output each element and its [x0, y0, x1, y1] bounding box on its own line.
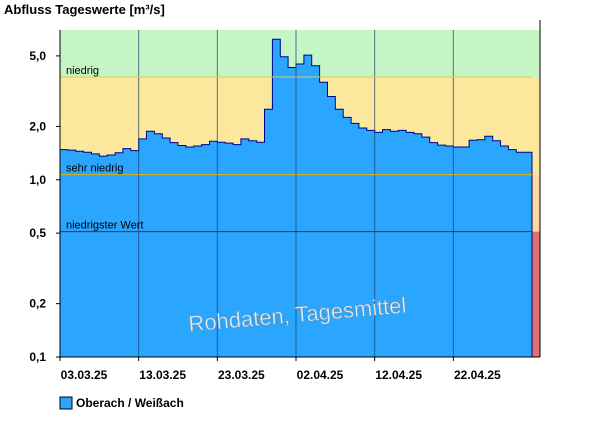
strip-segment-3 [532, 231, 540, 357]
y-tick-label-0: 0,1 [29, 350, 46, 364]
x-tick-label-2: 23.03.25 [218, 368, 265, 382]
y-tick-label-4: 2,0 [29, 119, 46, 133]
legend: Oberach / Weißach [59, 396, 184, 410]
legend-label: Oberach / Weißach [76, 396, 184, 410]
strip-segment-2 [532, 174, 540, 232]
right-color-strip [532, 30, 540, 357]
y-tick-label-3: 1,0 [29, 173, 46, 187]
x-tick-label-1: 13.03.25 [139, 368, 186, 382]
legend-swatch [59, 396, 73, 410]
x-tick-labels: 03.03.25 13.03.25 23.03.25 02.04.25 12.04.25… [59, 357, 501, 382]
x-tick-label-0: 03.03.25 [61, 368, 108, 382]
x-tick-label-3: 02.04.25 [297, 368, 344, 382]
x-tick-label-4: 12.04.25 [375, 368, 422, 382]
vertical-gridlines [138, 30, 454, 357]
threshold-lines [60, 76, 532, 233]
threshold-label-1: sehr niedrig [66, 163, 123, 175]
y-tick-label-5: 5,0 [29, 49, 46, 63]
y-tick-label-1: 0,2 [29, 297, 46, 311]
x-tick-label-5: 22.04.25 [454, 368, 501, 382]
threshold-label-0: niedrig [66, 65, 99, 77]
y-tick-labels: 0,1 0,2 0,5 1,0 2,0 5,0 [29, 49, 60, 364]
strip-segment-0 [532, 30, 540, 78]
threshold-labels: niedrig sehr niedrig niedrigster Wert [66, 65, 143, 232]
threshold-label-2: niedrigster Wert [66, 220, 143, 232]
strip-segment-1 [532, 77, 540, 175]
y-tick-label-2: 0,5 [29, 226, 46, 240]
chart-title: Abfluss Tageswerte [m³/s] [4, 2, 165, 17]
axes [59, 20, 541, 358]
